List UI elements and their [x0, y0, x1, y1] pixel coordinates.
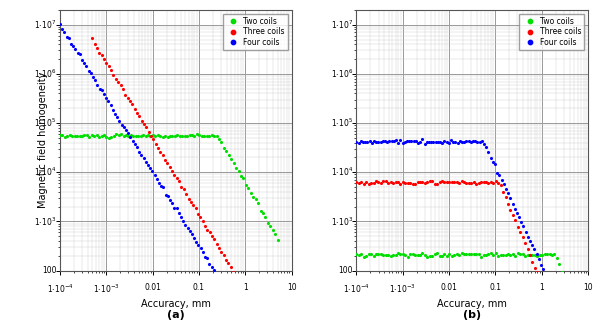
Text: 0.1: 0.1	[490, 283, 502, 292]
Four coils	[403, 139, 410, 143]
Three coils	[208, 234, 215, 238]
Three coils	[507, 208, 514, 212]
X-axis label: Accuracy, mm: Accuracy, mm	[437, 299, 507, 309]
Four coils	[467, 140, 475, 144]
Two coils	[245, 186, 252, 190]
Three coils	[89, 36, 96, 40]
Text: 0.1: 0.1	[193, 283, 205, 292]
Text: 100: 100	[42, 266, 56, 275]
Two coils	[541, 252, 548, 256]
Line: Four coils: Four coils	[355, 138, 576, 330]
Text: $1{\cdot}10^{3}$: $1{\cdot}10^{3}$	[34, 215, 56, 228]
Title: (a): (a)	[167, 310, 185, 319]
Two coils	[536, 253, 544, 257]
Three coils	[382, 179, 389, 183]
Text: $1{\cdot}10^{-4}$: $1{\cdot}10^{-4}$	[343, 283, 370, 295]
X-axis label: Accuracy, mm: Accuracy, mm	[141, 299, 211, 309]
Text: $1{\cdot}10^{6}$: $1{\cdot}10^{6}$	[34, 68, 56, 80]
Two coils	[514, 251, 521, 255]
Y-axis label: Magnetic field homogeneity: Magnetic field homogeneity	[38, 72, 48, 209]
Four coils	[555, 300, 562, 304]
Text: $1{\cdot}10^{6}$: $1{\cdot}10^{6}$	[331, 68, 353, 80]
Text: $1{\cdot}10^{4}$: $1{\cdot}10^{4}$	[34, 166, 56, 179]
Two coils	[274, 238, 281, 242]
Text: $1{\cdot}10^{-3}$: $1{\cdot}10^{-3}$	[93, 283, 119, 295]
Three coils	[536, 273, 544, 277]
Three coils	[353, 181, 360, 184]
Two coils	[240, 176, 247, 180]
Three coils	[458, 179, 465, 183]
Four coils	[107, 103, 114, 107]
Line: Three coils: Three coils	[91, 36, 280, 330]
Title: (b): (b)	[463, 310, 481, 319]
Text: $1{\cdot}10^{7}$: $1{\cdot}10^{7}$	[331, 18, 353, 31]
Two coils	[382, 253, 389, 257]
Three coils	[199, 219, 206, 223]
Four coils	[353, 140, 360, 144]
Four coils	[98, 88, 106, 92]
Two coils	[571, 303, 578, 307]
Four coils	[485, 150, 492, 154]
Line: Two coils: Two coils	[355, 251, 576, 307]
Text: 1: 1	[243, 283, 248, 292]
Legend: Two coils, Three coils, Four coils: Two coils, Three coils, Four coils	[223, 14, 288, 50]
Four coils	[562, 313, 569, 317]
Text: $1{\cdot}10^{5}$: $1{\cdot}10^{5}$	[34, 117, 56, 129]
Two coils	[56, 133, 64, 137]
Text: $1{\cdot}10^{3}$: $1{\cdot}10^{3}$	[331, 215, 353, 228]
Text: $1{\cdot}10^{7}$: $1{\cdot}10^{7}$	[34, 18, 56, 31]
Two coils	[353, 252, 360, 256]
Text: 100: 100	[338, 266, 353, 275]
Two coils	[419, 251, 426, 255]
Three coils	[215, 246, 223, 249]
Three coils	[253, 307, 260, 311]
Legend: Two coils, Three coils, Four coils: Two coils, Three coils, Four coils	[519, 14, 584, 50]
Three coils	[541, 285, 548, 289]
Four coils	[56, 22, 64, 26]
Two coils	[505, 252, 512, 256]
Line: Two coils: Two coils	[58, 132, 280, 242]
Two coils	[267, 224, 274, 228]
Four coils	[395, 141, 402, 145]
Text: $1{\cdot}10^{-3}$: $1{\cdot}10^{-3}$	[389, 283, 416, 295]
Text: 0.01: 0.01	[144, 283, 161, 292]
Text: $1{\cdot}10^{4}$: $1{\cdot}10^{4}$	[331, 166, 353, 179]
Text: $1{\cdot}10^{-4}$: $1{\cdot}10^{-4}$	[47, 283, 73, 295]
Three coils	[202, 224, 209, 228]
Three coils	[171, 173, 178, 177]
Two coils	[211, 134, 218, 138]
Text: $1{\cdot}10^{5}$: $1{\cdot}10^{5}$	[331, 117, 353, 129]
Two coils	[193, 132, 200, 136]
Line: Three coils: Three coils	[355, 179, 576, 330]
Three coils	[419, 180, 426, 184]
Two coils	[122, 133, 130, 137]
Text: 0.01: 0.01	[440, 283, 457, 292]
Four coils	[169, 201, 176, 205]
Two coils	[563, 282, 571, 286]
Text: 1: 1	[539, 283, 544, 292]
Text: 10: 10	[583, 283, 593, 292]
Four coils	[419, 138, 426, 142]
Line: Four coils: Four coils	[58, 22, 280, 330]
Four coils	[186, 229, 193, 233]
Text: 10: 10	[287, 283, 296, 292]
Two coils	[86, 135, 93, 139]
